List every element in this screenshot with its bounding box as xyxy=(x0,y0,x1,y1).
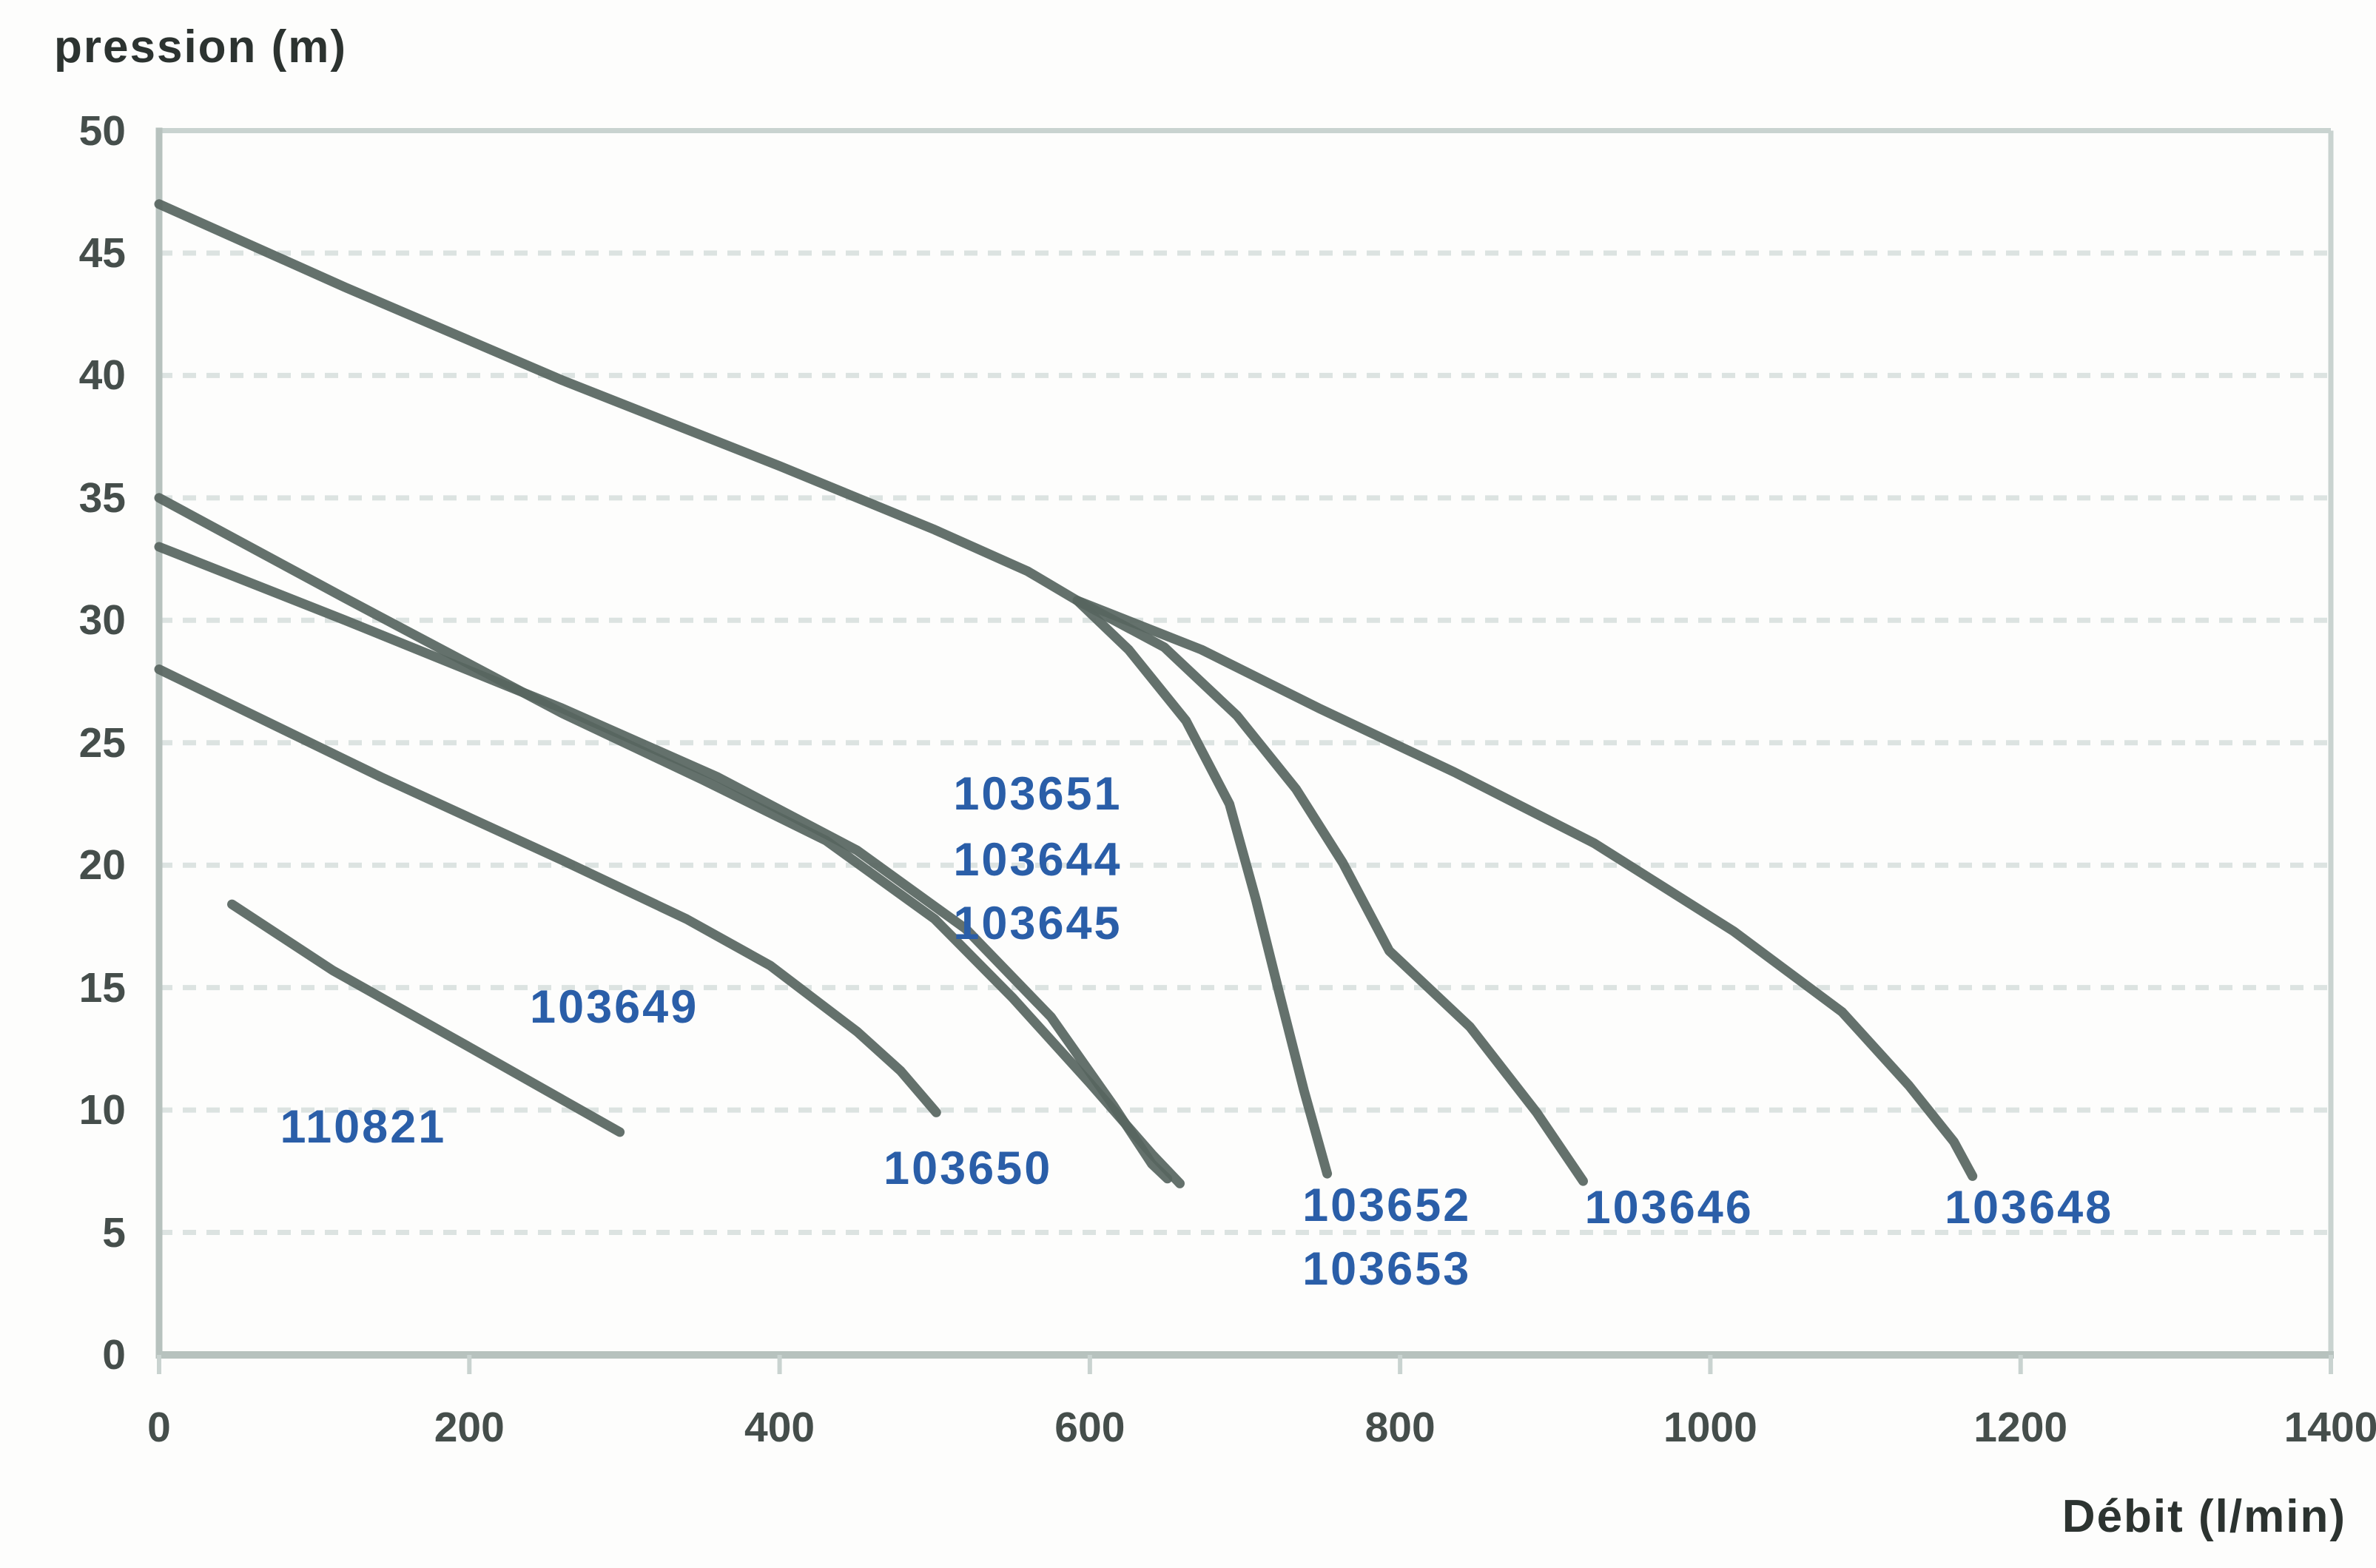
y-tick-label-20: 20 xyxy=(78,841,126,889)
y-tick-label-25: 25 xyxy=(78,719,126,767)
x-tick-label-800: 800 xyxy=(1364,1404,1436,1451)
curve-label-103646: 103646 xyxy=(1584,1182,1754,1234)
axis-frame-group xyxy=(155,127,2334,1359)
curve-label-103649: 103649 xyxy=(530,980,699,1033)
x-axis-title: Débit (l/min) xyxy=(2062,1491,2346,1542)
x-tick-label-1400: 1400 xyxy=(2284,1404,2376,1451)
y-tick-label-0: 0 xyxy=(102,1331,126,1379)
curve-label-103652: 103652 xyxy=(1302,1179,1472,1231)
gridlines-group xyxy=(159,250,2331,1236)
y-tick-label-30: 30 xyxy=(78,596,126,645)
curve-103646 xyxy=(1072,596,1588,1186)
curve-110821 xyxy=(227,899,625,1137)
curve-103651-103644-103645 xyxy=(154,493,1185,1188)
x-tick-label-1000: 1000 xyxy=(1663,1404,1757,1451)
y-tick-label-45: 45 xyxy=(78,229,126,277)
curve-label-110821: 110821 xyxy=(280,1100,447,1153)
curve-label-103651: 103651 xyxy=(953,767,1123,820)
y-tick-label-5: 5 xyxy=(102,1208,126,1256)
y-tick-label-15: 15 xyxy=(78,963,126,1012)
tick-marks-group xyxy=(157,1355,2333,1374)
curve-103648 xyxy=(1072,596,1978,1181)
curve-shared-main xyxy=(154,199,1083,606)
y-tick-label-35: 35 xyxy=(78,474,126,522)
y-axis-title: pression (m) xyxy=(54,21,348,73)
curve-label-103645: 103645 xyxy=(953,898,1123,950)
y-tick-label-40: 40 xyxy=(78,351,126,400)
x-tick-label-400: 400 xyxy=(744,1404,815,1451)
y-tick-label-50: 50 xyxy=(78,107,126,155)
x-tick-label-1200: 1200 xyxy=(1973,1404,2068,1451)
curve-label-103644: 103644 xyxy=(953,834,1123,886)
curve-label-103650: 103650 xyxy=(884,1143,1053,1195)
curve-label-103653: 103653 xyxy=(1302,1242,1472,1295)
curve-103652-103653 xyxy=(1072,596,1333,1179)
curves-group xyxy=(154,199,1978,1188)
x-tick-label-600: 600 xyxy=(1054,1404,1125,1451)
curve-label-103648: 103648 xyxy=(1944,1182,2114,1234)
y-tick-label-10: 10 xyxy=(78,1086,126,1134)
x-tick-label-200: 200 xyxy=(434,1404,505,1451)
x-tick-label-0: 0 xyxy=(147,1404,171,1451)
curve-103649 xyxy=(154,664,941,1117)
